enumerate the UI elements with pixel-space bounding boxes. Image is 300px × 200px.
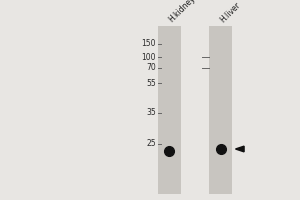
Polygon shape xyxy=(236,146,244,152)
Text: H.kidney: H.kidney xyxy=(167,0,197,24)
Bar xyxy=(209,26,232,194)
Text: 25: 25 xyxy=(146,140,156,148)
Text: 150: 150 xyxy=(142,40,156,48)
Text: H.liver: H.liver xyxy=(218,0,242,24)
Text: 70: 70 xyxy=(146,64,156,72)
Text: 35: 35 xyxy=(146,108,156,117)
Bar xyxy=(158,26,181,194)
Text: 100: 100 xyxy=(142,52,156,62)
Text: 55: 55 xyxy=(146,78,156,88)
